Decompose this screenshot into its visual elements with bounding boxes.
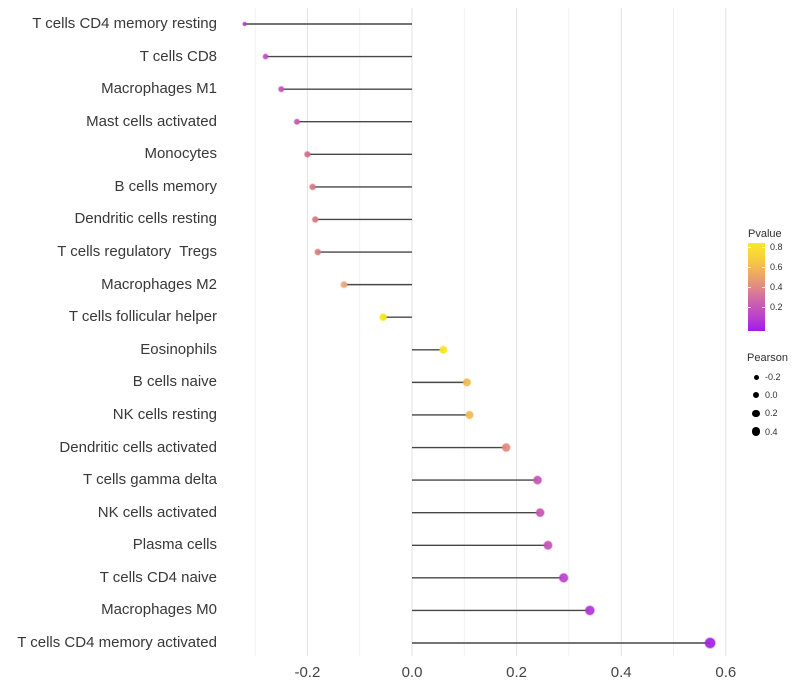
dot [314, 248, 322, 256]
x-tick-label: 0.6 [715, 664, 736, 681]
dot [277, 85, 285, 93]
colorbar-tick [762, 267, 765, 268]
colorbar-tick [762, 247, 765, 248]
y-axis-labels: T cells CD4 memory resting T cells CD8 Mac… [0, 0, 217, 700]
x-tick-label: -0.2 [294, 664, 320, 681]
dot [584, 605, 596, 616]
dot [242, 21, 248, 27]
dot [465, 410, 475, 420]
y-axis-label: B cells memory [114, 177, 217, 195]
dot [543, 540, 553, 551]
y-axis-label: NK cells resting [112, 405, 217, 423]
dot [558, 572, 569, 583]
colorbar-tick-label: 0.8 [770, 242, 783, 252]
x-tick-label: 0.2 [506, 664, 527, 681]
dot [501, 442, 511, 453]
y-axis-label: T cells CD4 memory activated [17, 634, 217, 651]
dot [535, 507, 545, 518]
y-axis-label: Eosinophils [140, 340, 217, 358]
dot [303, 150, 311, 158]
dot [704, 637, 716, 649]
y-axis-label: Plasma cells [132, 536, 217, 554]
pearson-legend-dot [753, 374, 759, 380]
x-tick-label: 0.4 [611, 664, 632, 681]
y-axis-label: T cells gamma delta [83, 471, 217, 489]
pearson-legend-dot [752, 409, 760, 418]
pearson-legend-label: 0.2 [765, 408, 778, 419]
dot [311, 215, 319, 224]
y-axis-label: Macrophages M1 [101, 80, 217, 98]
dot [340, 280, 348, 289]
colorbar-tick [748, 267, 751, 268]
dot [438, 345, 448, 355]
y-axis-label: T cells CD8 [139, 47, 217, 65]
pearson-legend-title: Pearson [747, 352, 788, 364]
dot [262, 53, 269, 60]
dot [309, 183, 317, 191]
colorbar-tick-label: 0.4 [770, 282, 783, 292]
y-axis-label: B cells naive [132, 373, 217, 391]
y-axis-label: Macrophages M2 [101, 275, 217, 293]
pearson-legend-dot [751, 427, 761, 436]
colorbar-tick-label: 0.2 [770, 302, 783, 312]
colorbar-tick [748, 307, 751, 308]
y-axis-label: NK cells activated [97, 503, 217, 521]
pvalue-legend-title: Pvalue [748, 228, 782, 240]
colorbar-tick-label: 0.6 [770, 262, 783, 272]
dot [293, 118, 301, 126]
y-axis-label: T cells CD4 naive [99, 568, 217, 586]
colorbar-tick [748, 247, 751, 248]
colorbar-tick [762, 307, 765, 308]
colorbar-tick [762, 287, 765, 288]
pvalue-colorbar [748, 243, 765, 331]
dot [462, 377, 472, 387]
y-axis-label: Mast cells activated [86, 112, 217, 130]
pearson-legend-label: 0.4 [765, 426, 778, 437]
pearson-legend-label: 0.0 [765, 390, 778, 401]
y-axis-label: Dendritic cells activated [59, 438, 217, 456]
dot [532, 475, 543, 485]
y-axis-label: Monocytes [144, 145, 217, 163]
dot [379, 313, 388, 322]
y-axis-label: T cells follicular helper [68, 308, 217, 326]
x-tick-label: 0.0 [402, 664, 423, 681]
y-axis-label: T cells CD4 memory resting [32, 15, 217, 32]
pearson-legend-label: -0.2 [765, 372, 781, 382]
y-axis-label: Macrophages M0 [101, 601, 217, 619]
legend: Pvalue 0.8 0.6 0.4 0.2 Pearson -0.2 0.0 0.2 0.… [740, 228, 800, 458]
pearson-legend-dot [752, 391, 760, 399]
y-axis-label: T cells regulatory Tregs [57, 243, 217, 261]
y-axis-label: Dendritic cells resting [74, 210, 217, 228]
colorbar-tick [748, 287, 751, 288]
